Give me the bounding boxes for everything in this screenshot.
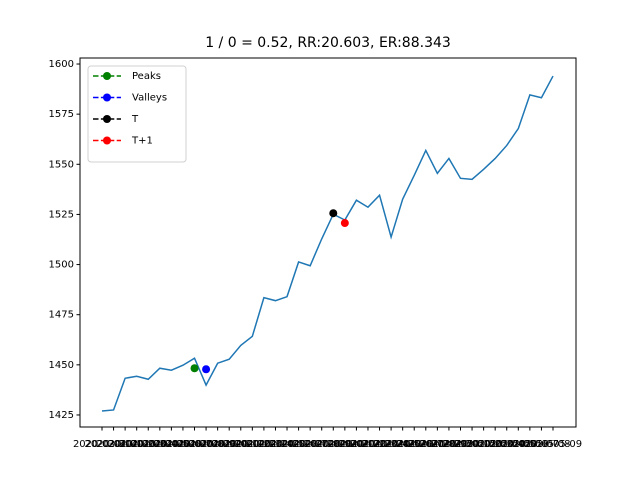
x-tick-label: 2020-05-06 — [489, 439, 547, 450]
x-tick-label: 2020-04-11 — [200, 439, 258, 450]
legend-label: T — [131, 114, 139, 125]
marker — [329, 209, 338, 218]
x-tick-label: 2020-04-12 — [212, 439, 270, 450]
x-tick-label: 2020-04-15 — [246, 439, 304, 450]
y-tick-label: 1450 — [49, 360, 74, 371]
x-tick-label: 2020-04-04 — [119, 439, 177, 450]
legend-label: T+1 — [131, 136, 153, 147]
legend-marker — [103, 136, 111, 145]
marker — [340, 219, 349, 228]
x-tick-label: 2020-04-23 — [339, 439, 397, 450]
y-tick-label: 1575 — [49, 109, 74, 120]
y-tick-label: 1500 — [49, 260, 74, 271]
x-tick-label: 2020-04-19 — [293, 439, 351, 450]
x-tick-label: 2020-05-07 — [501, 439, 559, 450]
x-tick-label: 2020-05-02 — [443, 439, 501, 450]
y-tick-label: 1600 — [49, 59, 74, 70]
x-tick-label: 2020-04-06 — [142, 439, 200, 450]
x-tick-label: 2020-04-25 — [362, 439, 420, 450]
x-tick-label: 2020-04-26 — [374, 439, 432, 450]
x-tick-label: 2020-04-28 — [397, 439, 455, 450]
x-tick-label: 2020-04-03 — [108, 439, 166, 450]
axes-frame — [79, 57, 577, 428]
x-tick-label: 2020-05-03 — [455, 439, 513, 450]
x-tick-label: 2020-03-31 — [73, 439, 131, 450]
x-tick-label: 2020-04-02 — [96, 439, 154, 450]
x-tick-label: 2020-04-09 — [177, 439, 235, 450]
x-tick-label: 2020-04-08 — [165, 439, 223, 450]
x-tick-label: 2020-04-07 — [154, 439, 212, 450]
x-tick-label: 2020-05-05 — [478, 439, 536, 450]
x-tick-label: 2020-05-04 — [466, 439, 524, 450]
x-tick-label: 2020-04-17 — [270, 439, 328, 450]
x-tick-label: 2020-05-01 — [431, 439, 489, 450]
x-tick-label: 2020-04-14 — [235, 439, 293, 450]
x-tick-label: 2020-04-24 — [350, 439, 408, 450]
y-tick-label: 1425 — [49, 410, 74, 421]
x-tick-label: 2020-04-16 — [258, 439, 316, 450]
legend-marker — [103, 72, 111, 80]
legend-label: Peaks — [132, 71, 161, 82]
legend-marker — [103, 93, 111, 102]
x-tick-label: 2020-04-29 — [408, 439, 466, 450]
y-tick-label: 1475 — [49, 310, 74, 321]
x-tick-label: 2020-04-22 — [327, 439, 385, 450]
chart-title: 1 / 0 = 0.52, RR:20.603, ER:88.343 — [205, 35, 451, 51]
x-tick-label: 2020-04-20 — [304, 439, 362, 450]
y-tick-label: 1525 — [49, 209, 74, 220]
x-tick-label: 2020-04-13 — [223, 439, 281, 450]
legend-label: Valleys — [132, 93, 167, 104]
x-tick-label: 2020-04-05 — [131, 439, 189, 450]
series-line — [101, 75, 554, 412]
x-tick-label: 2020-05-09 — [524, 439, 582, 450]
legend-marker — [103, 115, 111, 123]
x-tick-label: 2020-04-27 — [385, 439, 443, 450]
x-tick-label: 2020-05-08 — [512, 439, 570, 450]
y-tick-label: 1550 — [49, 159, 74, 170]
marker — [190, 364, 199, 373]
x-tick-label: 2020-04-18 — [281, 439, 339, 450]
legend-box — [87, 65, 187, 163]
x-tick-label: 2020-04-30 — [420, 439, 478, 450]
x-tick-label: 2020-04-10 — [189, 439, 247, 450]
marker — [202, 365, 211, 374]
x-tick-label: 2020-04-21 — [316, 439, 374, 450]
x-tick-label: 2020-04-01 — [85, 439, 143, 450]
